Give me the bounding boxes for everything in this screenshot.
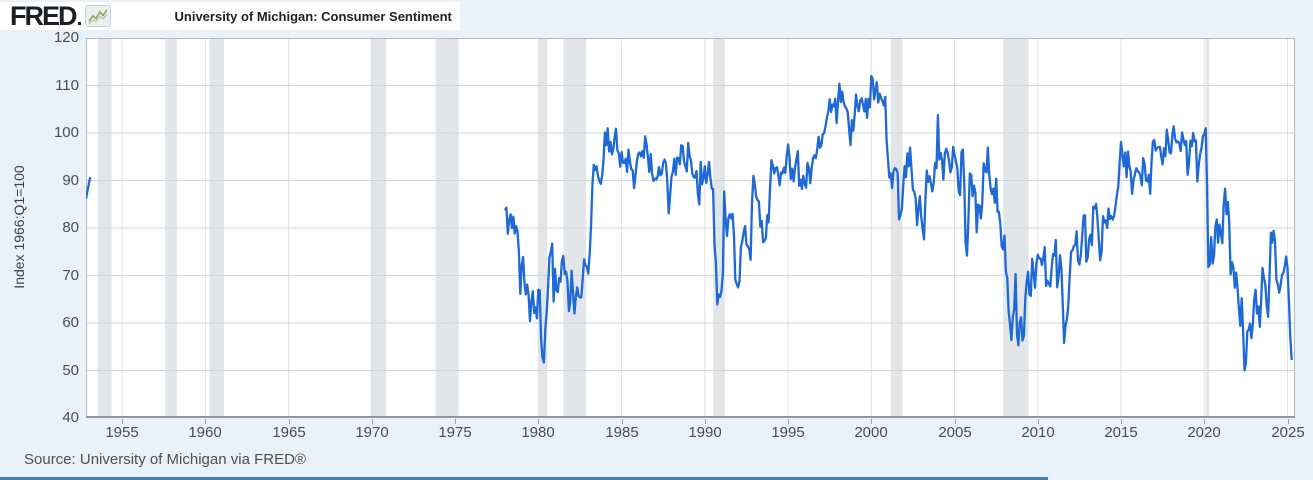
y-tick-label: 50 [62,362,79,379]
y-tick-label: 100 [53,124,79,141]
x-tick-label: 1980 [521,424,555,441]
header-strip: FRED University of Michigan: Consumer Se… [0,2,460,30]
x-tick-label: 1960 [188,424,222,441]
series-line [503,74,1293,372]
y-tick-label: 120 [53,29,79,46]
x-tick-label: 1970 [355,424,389,441]
x-tick-mark [705,419,706,424]
fred-logo-text: FRED [10,1,77,31]
x-tick-label: 1975 [438,424,472,441]
x-tick-label: 2005 [938,424,972,441]
x-tick-mark [205,419,206,424]
x-tick-label: 1990 [688,424,722,441]
x-tick-label: 2000 [854,424,888,441]
x-tick-label: 2015 [1104,424,1138,441]
bottom-partial-bar [0,477,1048,480]
x-tick-label: 2010 [1021,424,1055,441]
x-tick-label: 1985 [605,424,639,441]
x-tick-mark [455,419,456,424]
x-tick-mark [1038,419,1039,424]
series-line [86,176,92,199]
x-tick-mark [372,419,373,424]
fred-sparkline-icon [84,4,111,27]
y-tick-label: 70 [62,267,79,284]
y-tick-label: 80 [62,219,79,236]
legend-series-label[interactable]: University of Michigan: Consumer Sentime… [174,8,452,24]
x-tick-label: 1965 [272,424,306,441]
y-tick-label: 40 [62,409,79,426]
x-tick-label: 1995 [771,424,805,441]
source-attribution: Source: University of Michigan via FRED® [24,451,306,468]
x-tick-mark [1204,419,1205,424]
sentiment-line-chart[interactable] [86,38,1295,418]
x-tick-mark [1288,419,1289,424]
fred-logo[interactable]: FRED [10,1,81,31]
x-tick-mark [955,419,956,424]
x-tick-mark [289,419,290,424]
x-tick-label: 1955 [105,424,139,441]
y-tick-label: 90 [62,172,79,189]
x-tick-mark [122,419,123,424]
logo-registered-dot [77,22,81,25]
y-tick-label: 110 [55,77,79,94]
x-tick-label: 2020 [1187,424,1221,441]
x-tick-mark [871,419,872,424]
x-tick-mark [538,419,539,424]
x-tick-mark [788,419,789,424]
y-tick-label: 60 [62,314,79,331]
legend-line-swatch [139,15,166,18]
x-tick-mark [1121,419,1122,424]
x-tick-mark [622,419,623,424]
x-tick-label: 2025 [1271,424,1305,441]
